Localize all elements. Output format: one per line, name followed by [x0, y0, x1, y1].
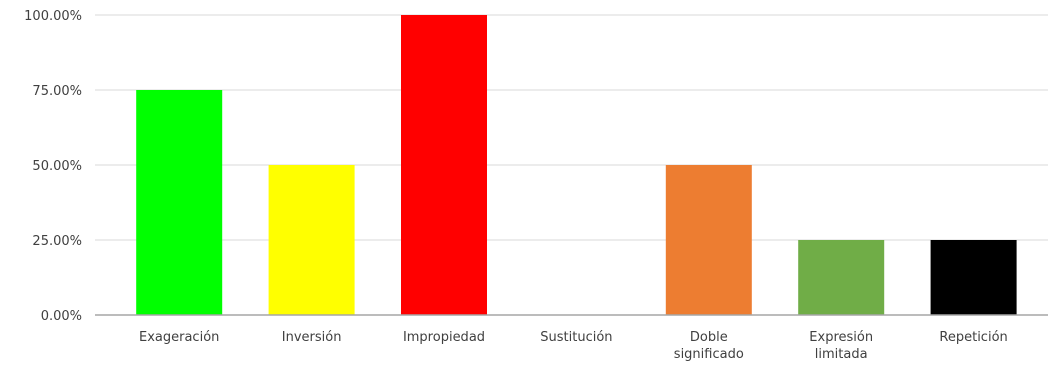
bars: [136, 15, 1017, 315]
x-tick-label: Expresión limitada: [809, 330, 873, 362]
bar-5: [665, 165, 752, 315]
y-axis-tick-labels: 0.00% 25.00% 50.00% 75.00% 100.00%: [24, 9, 82, 324]
y-tick-label: 0.00%: [41, 309, 82, 324]
x-tick-label: Inversión: [282, 330, 342, 345]
x-tick-label-line: Sustitución: [540, 330, 612, 345]
x-tick-label-line: limitada: [815, 347, 868, 362]
x-tick-label-line: Doble: [690, 330, 728, 345]
x-tick-label-line: Inversión: [282, 330, 342, 345]
y-tick-label: 50.00%: [32, 159, 82, 174]
x-tick-label: Sustitución: [540, 330, 612, 345]
x-tick-label-line: significado: [674, 347, 744, 362]
x-tick-label: Impropiedad: [403, 330, 485, 345]
x-tick-label-line: Expresión: [809, 330, 873, 345]
bar-2: [268, 165, 355, 315]
x-tick-label: Repetición: [939, 330, 1007, 345]
bar-7: [930, 240, 1017, 315]
y-tick-label: 75.00%: [32, 84, 82, 99]
x-tick-label-line: Impropiedad: [403, 330, 485, 345]
bar-1: [136, 90, 223, 315]
x-tick-label-line: Exageración: [139, 330, 219, 345]
bar-3: [401, 15, 487, 315]
y-tick-label: 100.00%: [24, 9, 82, 24]
gridlines: [95, 14, 1048, 241]
x-tick-label: Exageración: [139, 330, 219, 345]
x-axis-tick-labels: Exageración Inversión Impropiedad Sustituci…: [139, 330, 1008, 362]
x-tick-label-line: Repetición: [939, 330, 1007, 345]
x-tick-label: Doble significado: [674, 330, 744, 362]
y-tick-label: 25.00%: [32, 234, 82, 249]
bar-6: [798, 240, 885, 315]
